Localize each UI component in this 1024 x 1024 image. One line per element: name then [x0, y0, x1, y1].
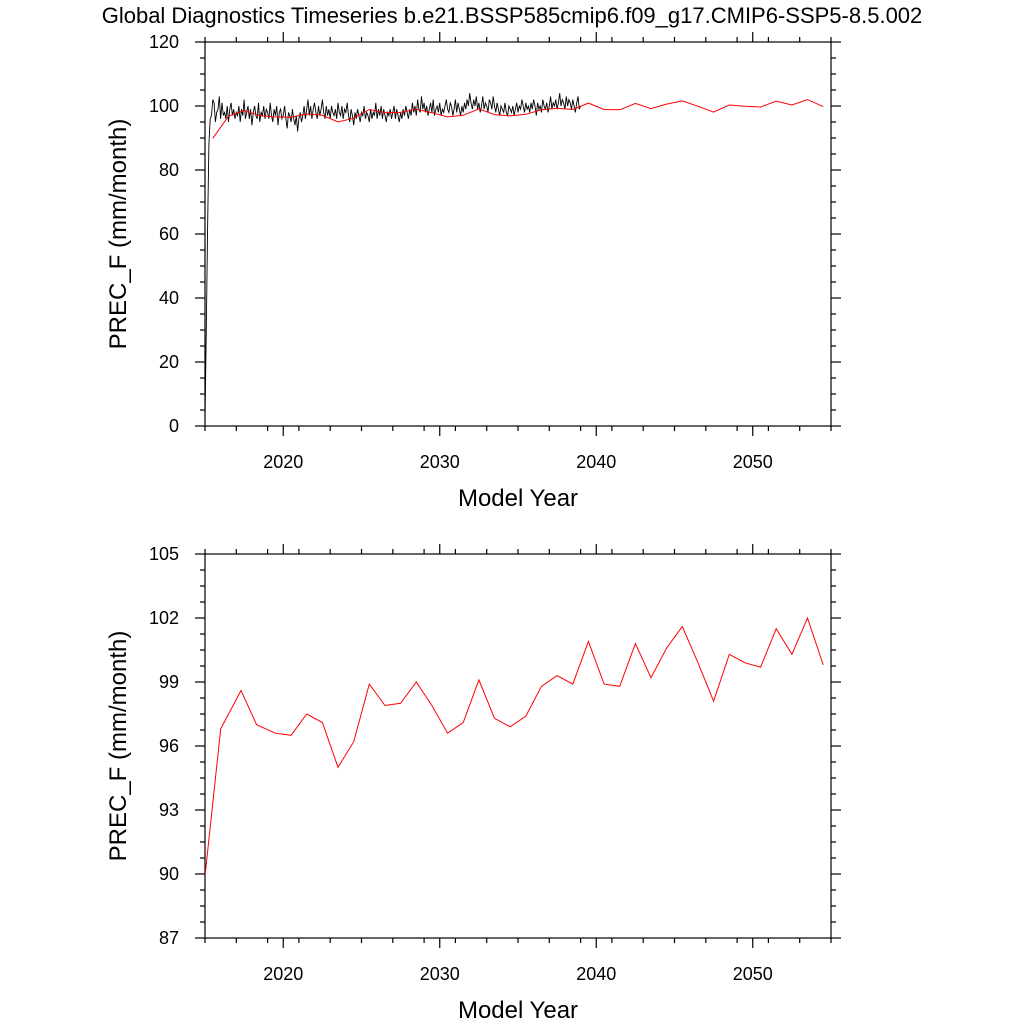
p0-y-tick-label: 60: [159, 224, 179, 244]
p0-y-tick-label: 120: [149, 32, 179, 52]
p0-x-tick-label: 2050: [733, 452, 773, 472]
p0-y-tick-label: 100: [149, 96, 179, 116]
p1-x-tick-label: 2020: [263, 964, 303, 984]
p0-y-tick-label: 20: [159, 352, 179, 372]
p1-y-tick-label: 96: [159, 736, 179, 756]
p0-y-tick-label: 0: [169, 416, 179, 436]
figure-title: Global Diagnostics Timeseries b.e21.BSSP…: [102, 3, 923, 28]
p0-x-tick-label: 2040: [576, 452, 616, 472]
p0-y-tick-label: 80: [159, 160, 179, 180]
p1-y-tick-label: 105: [149, 544, 179, 564]
p1-plot-frame: [204, 553, 832, 939]
p0-y-tick-label: 40: [159, 288, 179, 308]
p0-y-axis-label: PREC_F (mm/month): [105, 119, 132, 350]
p1-y-axis-label: PREC_F (mm/month): [105, 631, 132, 862]
p1-y-tick-label: 87: [159, 928, 179, 948]
p0-x-tick-label: 2030: [420, 452, 460, 472]
p0-x-tick-label: 2020: [263, 452, 303, 472]
p1-x-tick-label: 2050: [733, 964, 773, 984]
p1-x-tick-label: 2030: [420, 964, 460, 984]
bottom-panel: 2020 2030 2040 2050 87 90 93 96 99 102 105 Model Ye…: [105, 544, 841, 1024]
p1-y-tick-label: 93: [159, 800, 179, 820]
p1-y-tick-label: 99: [159, 672, 179, 692]
p0-series-annual-line: [212, 99, 824, 139]
p0-plot-frame: [204, 41, 832, 427]
p0-x-axis-label: Model Year: [458, 485, 578, 512]
p1-x-axis-label: Model Year: [458, 997, 578, 1024]
p1-y-tick-label: 90: [159, 864, 179, 884]
p1-series-annual-line: [205, 616, 824, 877]
p1-x-tick-label: 2040: [576, 964, 616, 984]
p1-y-tick-label: 102: [149, 608, 179, 628]
p0-series-monthly-line: [205, 93, 582, 420]
